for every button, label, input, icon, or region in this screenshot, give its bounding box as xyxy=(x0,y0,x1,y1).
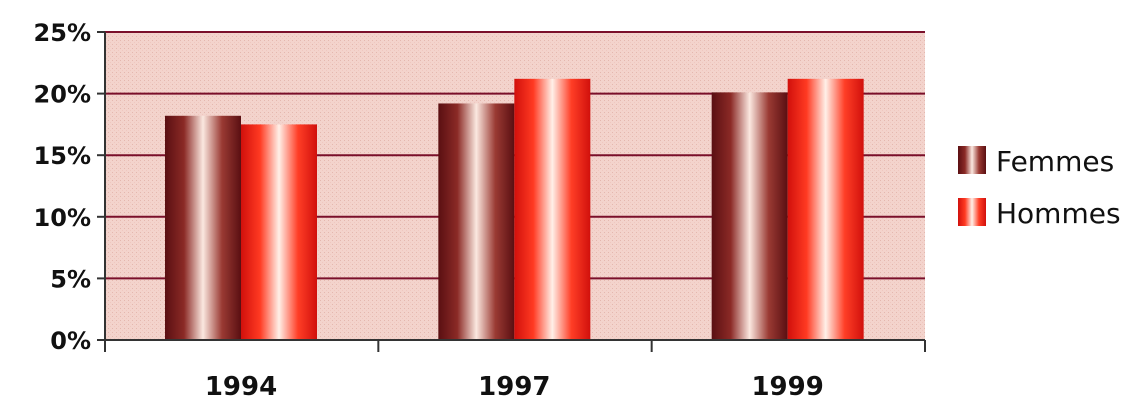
legend-label: Femmes xyxy=(996,145,1114,178)
x-category-labels: 1994 1997 1999 xyxy=(205,372,824,402)
bars xyxy=(165,78,864,341)
y-tick-label: 10% xyxy=(34,204,91,232)
y-tick-labels: 0% 5% 10% 15% 20% 25% xyxy=(34,19,91,355)
x-category-label: 1999 xyxy=(751,372,823,402)
legend-item-femmes: Femmes xyxy=(958,145,1114,178)
legend-swatch xyxy=(958,146,986,174)
y-tick-label: 20% xyxy=(34,81,91,109)
bar-hommes-1997 xyxy=(514,78,591,340)
bar-femmes-1994 xyxy=(165,115,241,340)
y-tick-label: 25% xyxy=(34,19,91,47)
y-tick-label: 5% xyxy=(50,265,91,293)
bar-femmes-1997 xyxy=(438,103,515,341)
legend: Femmes Hommes xyxy=(958,145,1121,230)
x-category-label: 1994 xyxy=(205,372,277,402)
legend-swatch xyxy=(958,198,986,226)
axes xyxy=(97,31,926,352)
y-tick-label: 15% xyxy=(34,142,91,170)
bar-femmes-1999 xyxy=(711,92,788,340)
y-tick-label: 0% xyxy=(50,327,91,355)
bar-hommes-1999 xyxy=(787,78,864,340)
x-category-label: 1997 xyxy=(478,372,550,402)
legend-label: Hommes xyxy=(996,197,1121,230)
bar-hommes-1994 xyxy=(241,124,317,341)
legend-item-hommes: Hommes xyxy=(958,197,1121,230)
